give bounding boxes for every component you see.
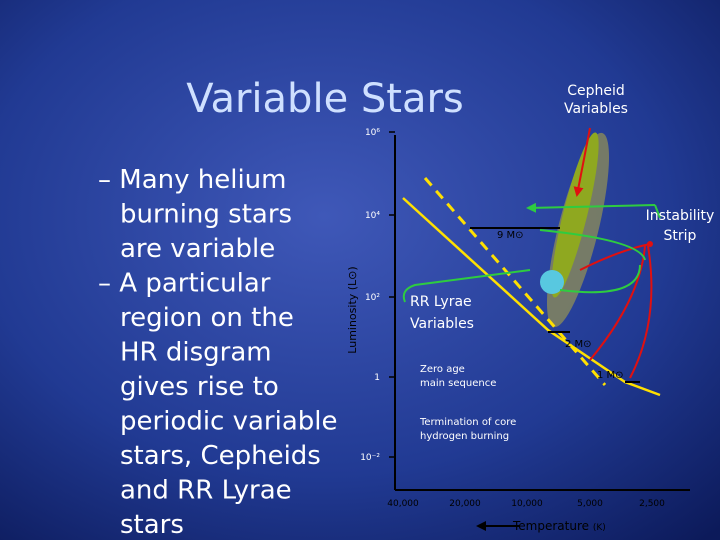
x-axis-title: Temperature [512, 519, 589, 533]
y-axis-label: Luminosity (L⊙) [346, 266, 359, 353]
bullet-line: – A particular [98, 269, 271, 299]
bullet-line: gives rise to [120, 372, 279, 402]
rr-lyrae-region [540, 270, 564, 294]
bullet-line: stars, Cepheids [120, 441, 321, 471]
label-line: Variables [564, 101, 628, 117]
x-tick-label: 10,000 [511, 499, 543, 509]
x-tick-label: 20,000 [449, 499, 481, 509]
green-brackets [402, 229, 646, 303]
termination-line [402, 197, 661, 397]
bullet-line: burning stars [120, 200, 292, 230]
rr-lyrae-label: RR Lyrae Variables [410, 294, 474, 332]
bullet-line: and RR Lyrae [120, 476, 292, 506]
label-line: main sequence [420, 378, 496, 389]
bullet-line: – Many helium [98, 165, 287, 195]
mass-label: 1 M⊙ [597, 370, 624, 381]
x-axis-label: Temperature (K) [512, 519, 606, 533]
label-line: Instability [646, 208, 715, 224]
bullet-line: periodic variable [120, 407, 338, 437]
bullet-line: HR disgram [120, 338, 272, 368]
green-stub [654, 204, 661, 219]
label-line: Termination of core [419, 417, 516, 428]
bullet-line: region on the [120, 303, 294, 333]
zams-label: Zero age main sequence [420, 364, 496, 389]
green-arrow [526, 202, 656, 213]
y-ticks: 10⁶ 10⁴ 10² 1 10⁻² [360, 128, 395, 463]
bullet-list: – Many helium burning stars are variable – … [98, 165, 338, 540]
y-tick-label: 1 [374, 373, 380, 383]
hr-diagram: Luminosity (L⊙) 10⁶ 10⁴ 10² 1 10⁻² 40,000 20,… [346, 83, 714, 533]
x-ticks: 40,000 20,000 10,000 5,000 2,500 [387, 499, 665, 509]
label-line: RR Lyrae [410, 294, 472, 310]
y-tick-label: 10⁶ [365, 128, 380, 138]
bullet-line: are variable [120, 234, 275, 264]
title: Variable Stars [186, 76, 464, 122]
label-line: Cepheid [567, 83, 625, 99]
instability-strip [551, 132, 599, 298]
termination-label: Termination of core hydrogen burning [419, 417, 516, 442]
mass-label: 2 M⊙ [565, 339, 592, 350]
x-tick-label: 5,000 [577, 499, 603, 509]
zams-line [423, 177, 607, 386]
instability-label: Instability Strip [646, 208, 715, 244]
label-line: Strip [664, 228, 697, 244]
x-tick-label: 40,000 [387, 499, 419, 509]
mass-label: 9 M⊙ [497, 230, 524, 241]
y-tick-label: 10² [365, 293, 380, 303]
pointer-dot [647, 241, 653, 247]
x-tick-label: 2,500 [639, 499, 665, 509]
label-line: Zero age [420, 364, 465, 375]
y-tick-label: 10⁴ [365, 211, 380, 221]
y-tick-label: 10⁻² [360, 453, 380, 463]
label-line: Variables [410, 316, 474, 332]
cepheid-arrow [573, 127, 591, 197]
cepheid-label: Cepheid Variables [564, 83, 628, 117]
x-axis-unit: (K) [593, 523, 606, 533]
bullet-line: stars [120, 510, 184, 540]
label-line: hydrogen burning [420, 431, 509, 442]
